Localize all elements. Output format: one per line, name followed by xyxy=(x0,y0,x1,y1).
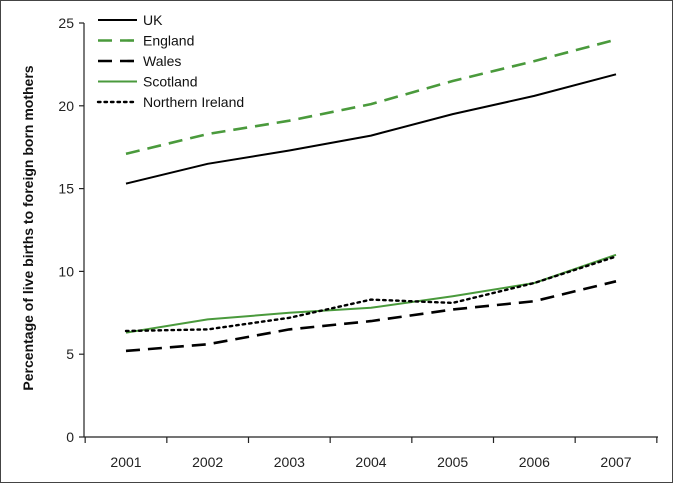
legend-label-england: England xyxy=(143,33,194,49)
series-line-uk xyxy=(125,73,617,185)
x-tick-label: 2005 xyxy=(437,454,468,470)
y-tick-label: 5 xyxy=(66,346,74,362)
x-tick-label: 2002 xyxy=(192,454,223,470)
series-lines xyxy=(124,38,618,353)
y-tick-label: 25 xyxy=(58,15,74,31)
axes xyxy=(83,23,658,438)
legend: UK England Wales Scotland Northern Ireland xyxy=(96,12,244,110)
x-tick-label: 2007 xyxy=(600,454,631,470)
series-line-england xyxy=(125,38,617,156)
legend-label-uk: UK xyxy=(143,12,163,28)
x-tick-label: 2003 xyxy=(274,454,305,470)
x-tick-label: 2001 xyxy=(110,454,141,470)
legend-label-wales: Wales xyxy=(143,53,181,69)
legend-label-northern-ireland: Northern Ireland xyxy=(143,94,244,110)
series-line-scotland xyxy=(125,253,617,334)
series-line-northern-ireland xyxy=(124,255,618,333)
series-line-wales xyxy=(125,280,617,353)
y-axis-title: Percentage of live births to foreign bor… xyxy=(20,65,36,390)
y-tick-label: 20 xyxy=(58,98,74,114)
y-tick-label: 10 xyxy=(58,263,74,279)
legend-label-scotland: Scotland xyxy=(143,74,197,90)
y-tick-label: 15 xyxy=(58,181,74,197)
y-tick-label: 0 xyxy=(66,429,74,445)
x-ticks: 2001 2002 2003 2004 2005 2006 2007 xyxy=(84,437,658,470)
y-ticks: 0 5 10 15 20 25 xyxy=(58,15,84,445)
x-tick-label: 2004 xyxy=(355,454,386,470)
x-tick-label: 2006 xyxy=(519,454,550,470)
